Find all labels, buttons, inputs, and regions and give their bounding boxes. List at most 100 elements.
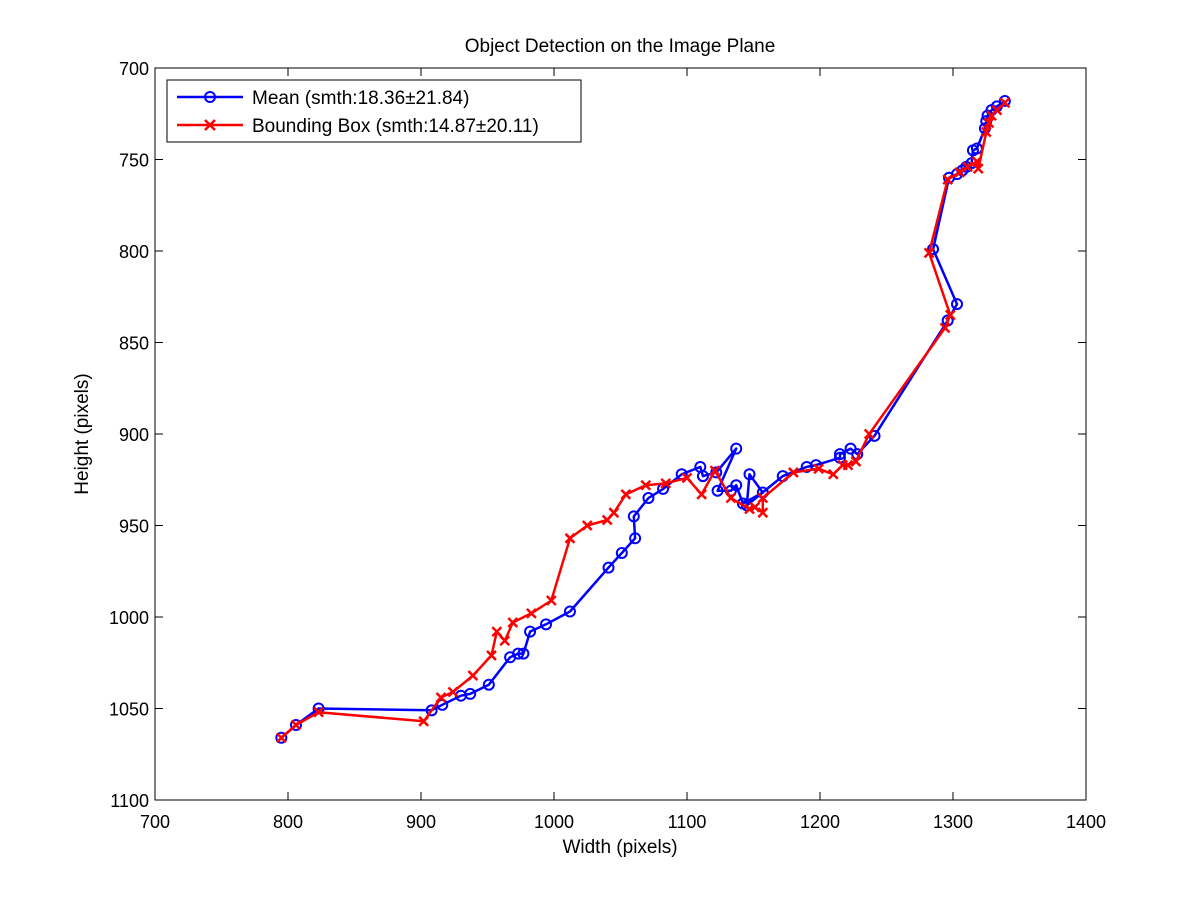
legend-marker-bounding-box [204, 119, 216, 131]
y-tick-label: 950 [119, 517, 149, 537]
data-point-bounding-box [813, 463, 825, 475]
x-tick-label: 700 [140, 812, 170, 832]
data-point-mean [275, 731, 288, 744]
y-tick-label: 1050 [109, 700, 149, 720]
y-tick-label: 1000 [109, 608, 149, 628]
data-point-mean [710, 466, 723, 479]
data-point-bounding-box [467, 670, 479, 681]
data-point-mean [730, 442, 743, 455]
legend-marker-mean [204, 91, 216, 103]
series-bounding-box [275, 97, 1011, 744]
data-point-mean [833, 448, 846, 461]
data-point-bounding-box [491, 626, 503, 638]
data-point-bounding-box [581, 520, 593, 531]
data-point-bounding-box [608, 507, 620, 519]
data-point-mean [464, 687, 477, 700]
x-tick-label: 1300 [933, 812, 973, 832]
data-point-bounding-box [788, 467, 799, 478]
data-point-mean [696, 470, 709, 483]
data-point-bounding-box [983, 117, 995, 129]
chart-title: Object Detection on the Image Plane [465, 36, 776, 57]
data-point-bounding-box [435, 692, 447, 703]
data-point-mean [711, 484, 724, 497]
data-point-bounding-box [526, 607, 537, 619]
data-point-bounding-box [660, 478, 672, 489]
data-point-mean [517, 647, 530, 660]
y-tick-label: 900 [119, 425, 149, 445]
x-tick-label: 1000 [534, 812, 574, 832]
data-point-bounding-box [681, 472, 693, 484]
data-point-bounding-box [640, 479, 652, 491]
y-axis-label: Height (pixels) [72, 373, 93, 494]
data-point-mean [615, 546, 628, 559]
x-tick-label: 800 [273, 812, 303, 832]
series-layer [275, 94, 1011, 744]
data-point-bounding-box [939, 322, 951, 334]
data-point-bounding-box [850, 456, 862, 467]
x-tick-label: 1400 [1066, 812, 1106, 832]
data-point-bounding-box [954, 166, 966, 178]
data-point-mean [563, 605, 576, 618]
data-point-bounding-box [725, 492, 737, 504]
y-tick-label: 850 [119, 334, 149, 354]
x-tick-label: 1200 [800, 812, 840, 832]
data-point-mean [512, 647, 525, 660]
data-point-mean [482, 678, 495, 691]
y-tick-label: 800 [119, 242, 149, 262]
data-point-bounding-box [749, 501, 761, 513]
data-point-bounding-box [620, 489, 632, 500]
data-point-bounding-box [696, 489, 708, 500]
data-point-bounding-box [507, 617, 519, 628]
data-point-mean [602, 561, 615, 574]
data-point-bounding-box [564, 532, 576, 544]
data-point-mean [540, 618, 553, 631]
data-point-bounding-box [486, 650, 497, 661]
data-point-bounding-box [923, 247, 935, 259]
data-point-bounding-box [275, 732, 287, 744]
data-point-mean [730, 479, 743, 492]
data-point-bounding-box [545, 595, 557, 606]
x-tick-label: 900 [406, 812, 436, 832]
data-point-mean [950, 298, 963, 311]
data-point-bounding-box [313, 706, 324, 718]
data-point-mean [289, 718, 302, 731]
x-tick-label: 1100 [668, 812, 707, 832]
data-point-bounding-box [999, 97, 1011, 109]
data-point-mean [524, 625, 537, 638]
y-tick-label: 1100 [110, 791, 149, 811]
data-point-mean [425, 704, 438, 717]
data-point-bounding-box [499, 635, 511, 647]
data-point-bounding-box [942, 174, 954, 186]
data-point-bounding-box [290, 719, 302, 731]
data-point-bounding-box [418, 715, 430, 727]
data-point-bounding-box [757, 492, 769, 504]
data-point-mean [743, 468, 756, 481]
data-point-bounding-box [944, 309, 956, 321]
data-point-mean [998, 94, 1011, 107]
data-point-bounding-box [863, 428, 875, 440]
data-point-bounding-box [991, 104, 1003, 116]
data-point-mean [642, 492, 655, 505]
legend-label-bounding-box: Bounding Box (smth:14.87±20.11) [252, 116, 539, 137]
data-point-mean [629, 532, 642, 545]
data-point-bounding-box [962, 161, 974, 173]
x-axis-label: Width (pixels) [562, 837, 677, 858]
data-point-bounding-box [709, 465, 721, 476]
axis-ticks: 700 800 900 1000 1100 1200 1300 1400 700 750 800 85… [109, 59, 1106, 832]
y-tick-label: 700 [119, 59, 149, 79]
data-point-mean [627, 510, 640, 523]
data-point-bounding-box [827, 468, 839, 480]
legend-box [166, 79, 582, 143]
data-point-bounding-box [980, 126, 992, 138]
legend: Mean (smth:18.36±21.84) Bounding Box (sm… [166, 79, 582, 143]
data-point-bounding-box [972, 163, 984, 175]
legend-label-mean: Mean (smth:18.36±21.84) [252, 88, 469, 109]
y-tick-label: 750 [119, 151, 149, 171]
data-point-bounding-box [447, 686, 459, 698]
data-point-mean [927, 243, 940, 256]
data-point-bounding-box [842, 459, 854, 471]
plot-area [154, 67, 1087, 801]
data-point-bounding-box [757, 507, 769, 519]
